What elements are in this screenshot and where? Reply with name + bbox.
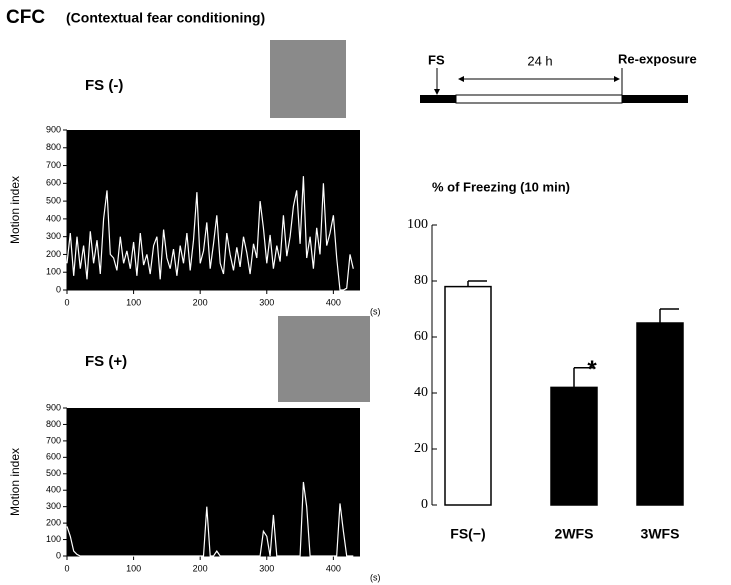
y-tick-label: 100: [46, 534, 61, 544]
x-tick-label: 0: [64, 297, 69, 307]
bar: [550, 386, 598, 506]
y-tick-label: 100: [46, 267, 61, 277]
chart-title: % of Freezing (10 min): [432, 179, 570, 194]
y-tick-label: 400: [46, 213, 61, 223]
x-tick-label: FS(−): [450, 526, 485, 542]
x-tick-label: 3WFS: [641, 526, 680, 542]
y-tick-label: 0: [56, 550, 61, 560]
y-tick-label: 0: [56, 284, 61, 294]
y-tick-label: 600: [46, 452, 61, 462]
trace: [66, 481, 354, 557]
timeline-interval: 24 h: [527, 53, 552, 68]
x-tick-label: 200: [193, 563, 208, 573]
x-tick-label: 300: [259, 563, 274, 573]
y-tick-label: 900: [46, 402, 61, 412]
y-tick-label: 40: [414, 385, 428, 400]
timeline-end: Re-exposure: [618, 51, 697, 66]
timeline-bar: [622, 95, 688, 103]
x-tick-label: 2WFS: [555, 526, 594, 542]
timeline-start: FS: [428, 52, 445, 67]
timeline-bar: [455, 94, 623, 104]
y-tick-label: 900: [46, 124, 61, 134]
y-tick-label: 700: [46, 160, 61, 170]
y-tick-label: 500: [46, 195, 61, 205]
y-tick-label: 700: [46, 435, 61, 445]
y-tick-label: 300: [46, 231, 61, 241]
panel-title: FS (-): [85, 77, 123, 94]
x-tick-label: 400: [326, 563, 341, 573]
y-tick-label: 100: [407, 217, 428, 232]
x-tick-label: 300: [259, 297, 274, 307]
y-tick-label: 80: [414, 273, 428, 288]
x-axis-label: (s): [370, 572, 381, 582]
y-tick-label: 200: [46, 517, 61, 527]
x-axis-label: (s): [370, 306, 381, 316]
x-tick-label: 0: [64, 563, 69, 573]
x-tick-label: 100: [126, 297, 141, 307]
y-axis-label: Motion index: [8, 176, 22, 244]
arrowhead: [434, 89, 440, 95]
photo: [270, 40, 346, 118]
y-tick-label: 500: [46, 468, 61, 478]
trace: [66, 176, 354, 291]
x-tick-label: 200: [193, 297, 208, 307]
y-tick-label: 400: [46, 485, 61, 495]
plot-background: [67, 130, 360, 290]
y-tick-label: 800: [46, 419, 61, 429]
bar: [444, 285, 492, 506]
timeline-bar: [420, 95, 456, 103]
x-tick-label: 400: [326, 297, 341, 307]
plot-background: [67, 408, 360, 556]
panel-title: FS (+): [85, 353, 127, 370]
y-tick-label: 60: [414, 329, 428, 344]
y-tick-label: 800: [46, 142, 61, 152]
y-tick-label: 600: [46, 178, 61, 188]
y-tick-label: 300: [46, 501, 61, 511]
bar: [636, 322, 684, 506]
title: CFC: [6, 7, 45, 28]
photo: [278, 316, 370, 402]
x-tick-label: 100: [126, 563, 141, 573]
y-tick-label: 200: [46, 249, 61, 259]
annotation: *: [587, 356, 597, 383]
y-tick-label: 20: [414, 441, 428, 456]
y-axis-label: Motion index: [8, 448, 22, 516]
subtitle: (Contextual fear conditioning): [66, 10, 265, 26]
y-tick-label: 0: [421, 497, 428, 512]
